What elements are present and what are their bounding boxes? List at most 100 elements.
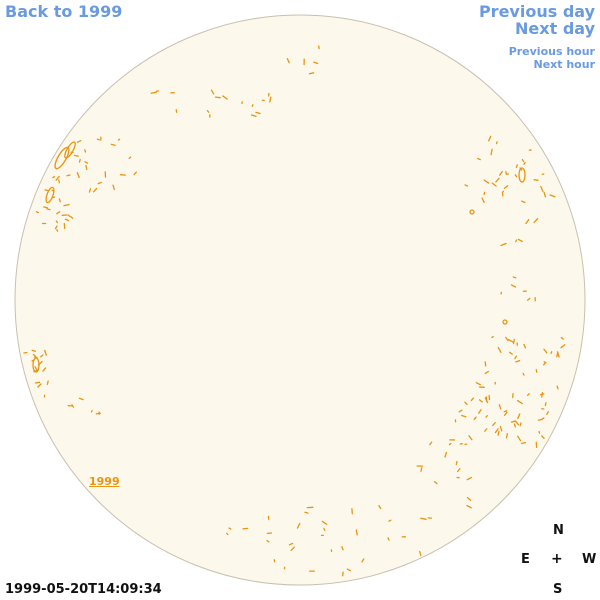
- contour-mark: [466, 504, 472, 509]
- contour-mark: [491, 182, 497, 187]
- contour-mark: [488, 135, 492, 142]
- contour-mark: [206, 110, 210, 113]
- contour-mark: [484, 361, 487, 367]
- previous-hour-link[interactable]: Previous hour: [508, 45, 595, 58]
- contour-mark: [517, 435, 522, 442]
- contour-mark: [522, 372, 525, 376]
- contour-mark: [55, 220, 59, 224]
- observation-timestamp: 1999-05-20T14:09:34: [5, 582, 162, 597]
- contour-mark: [388, 519, 392, 522]
- contour-mark: [96, 138, 100, 141]
- contour-mark: [560, 336, 564, 340]
- contour-mark: [84, 161, 89, 164]
- contour-mark: [470, 397, 475, 402]
- contour-mark: [42, 367, 47, 372]
- contour-mark: [355, 529, 358, 536]
- contour-mark: [543, 361, 547, 366]
- compass-north-label: N: [553, 523, 564, 538]
- contour-mark: [242, 527, 249, 530]
- contour-ring: [502, 319, 508, 325]
- contour-ring: [64, 141, 76, 159]
- next-day-link[interactable]: Next day: [515, 19, 595, 38]
- contour-mark: [508, 339, 514, 343]
- contour-mark: [541, 391, 544, 398]
- contour-mark: [495, 177, 500, 183]
- contour-mark: [286, 57, 290, 64]
- contour-mark: [346, 568, 351, 572]
- contour-mark: [497, 346, 502, 353]
- contour-mark: [475, 381, 481, 386]
- contour-mark: [34, 381, 41, 384]
- contour-mark: [269, 96, 272, 103]
- contour-mark: [490, 148, 493, 156]
- contour-mark: [458, 409, 463, 413]
- contour-mark: [513, 423, 517, 428]
- contour-mark: [150, 91, 157, 94]
- contour-mark: [483, 179, 490, 184]
- contour-mark: [46, 380, 49, 386]
- contour-mark: [133, 171, 137, 176]
- contour-mark: [560, 344, 566, 349]
- contour-mark: [226, 532, 229, 536]
- contour-mark: [520, 441, 527, 445]
- contour-mark: [66, 174, 71, 177]
- contour-mark: [110, 143, 116, 146]
- contour-mark: [90, 409, 93, 413]
- previous-day-link[interactable]: Previous day: [478, 2, 595, 21]
- contour-mark: [533, 217, 539, 224]
- contour-mark: [37, 383, 42, 388]
- contour-mark: [323, 527, 326, 532]
- contour-mark: [543, 348, 548, 354]
- contour-mark: [510, 420, 516, 423]
- contour-mark: [84, 149, 87, 153]
- contour-mark: [58, 179, 61, 184]
- contour-mark: [477, 157, 481, 161]
- contour-mark: [521, 200, 526, 204]
- contour-mark: [494, 428, 499, 434]
- contour-mark: [517, 238, 523, 243]
- contour-mark: [495, 141, 498, 145]
- next-hour-link[interactable]: Next hour: [533, 58, 596, 71]
- contour-mark: [117, 138, 121, 141]
- contour-mark: [40, 354, 44, 358]
- contour-mark: [468, 435, 473, 441]
- contour-mark: [464, 184, 469, 187]
- contour-ring: [32, 357, 40, 373]
- contour-mark: [46, 208, 51, 211]
- contour-mark: [444, 451, 448, 458]
- contour-mark: [73, 154, 79, 157]
- contour-mark: [537, 418, 543, 421]
- contour-mark: [514, 420, 520, 426]
- contour-mark: [491, 335, 494, 339]
- contour-mark: [56, 228, 59, 232]
- contour-mark: [501, 190, 505, 194]
- contour-ring: [45, 186, 55, 204]
- year-link[interactable]: 1999: [89, 475, 120, 488]
- contour-mark: [308, 72, 315, 75]
- contour-mark: [222, 95, 228, 100]
- contour-mark: [296, 522, 301, 529]
- contour-mark: [516, 399, 523, 405]
- contour-mark: [58, 198, 61, 203]
- magnetic-contours: [23, 45, 566, 577]
- contour-mark: [97, 181, 102, 185]
- contour-mark: [56, 211, 61, 215]
- contour-mark: [52, 176, 56, 179]
- contour-mark: [498, 404, 502, 410]
- contour-mark: [514, 174, 518, 178]
- contour-mark: [288, 542, 294, 546]
- contour-mark: [461, 414, 467, 418]
- contour-mark: [540, 185, 544, 193]
- contour-mark: [128, 156, 132, 160]
- contour-mark: [526, 297, 531, 301]
- contour-mark: [512, 276, 517, 279]
- contour-mark: [499, 425, 503, 432]
- contour-mark: [155, 90, 159, 93]
- back-to-year-link[interactable]: Back to 1999: [5, 2, 123, 21]
- contour-mark: [510, 284, 517, 288]
- contour-mark: [533, 179, 539, 181]
- contour-mark: [544, 402, 547, 407]
- contour-mark: [505, 336, 509, 342]
- compass-center-icon: +: [551, 551, 563, 567]
- contour-mark: [456, 468, 461, 473]
